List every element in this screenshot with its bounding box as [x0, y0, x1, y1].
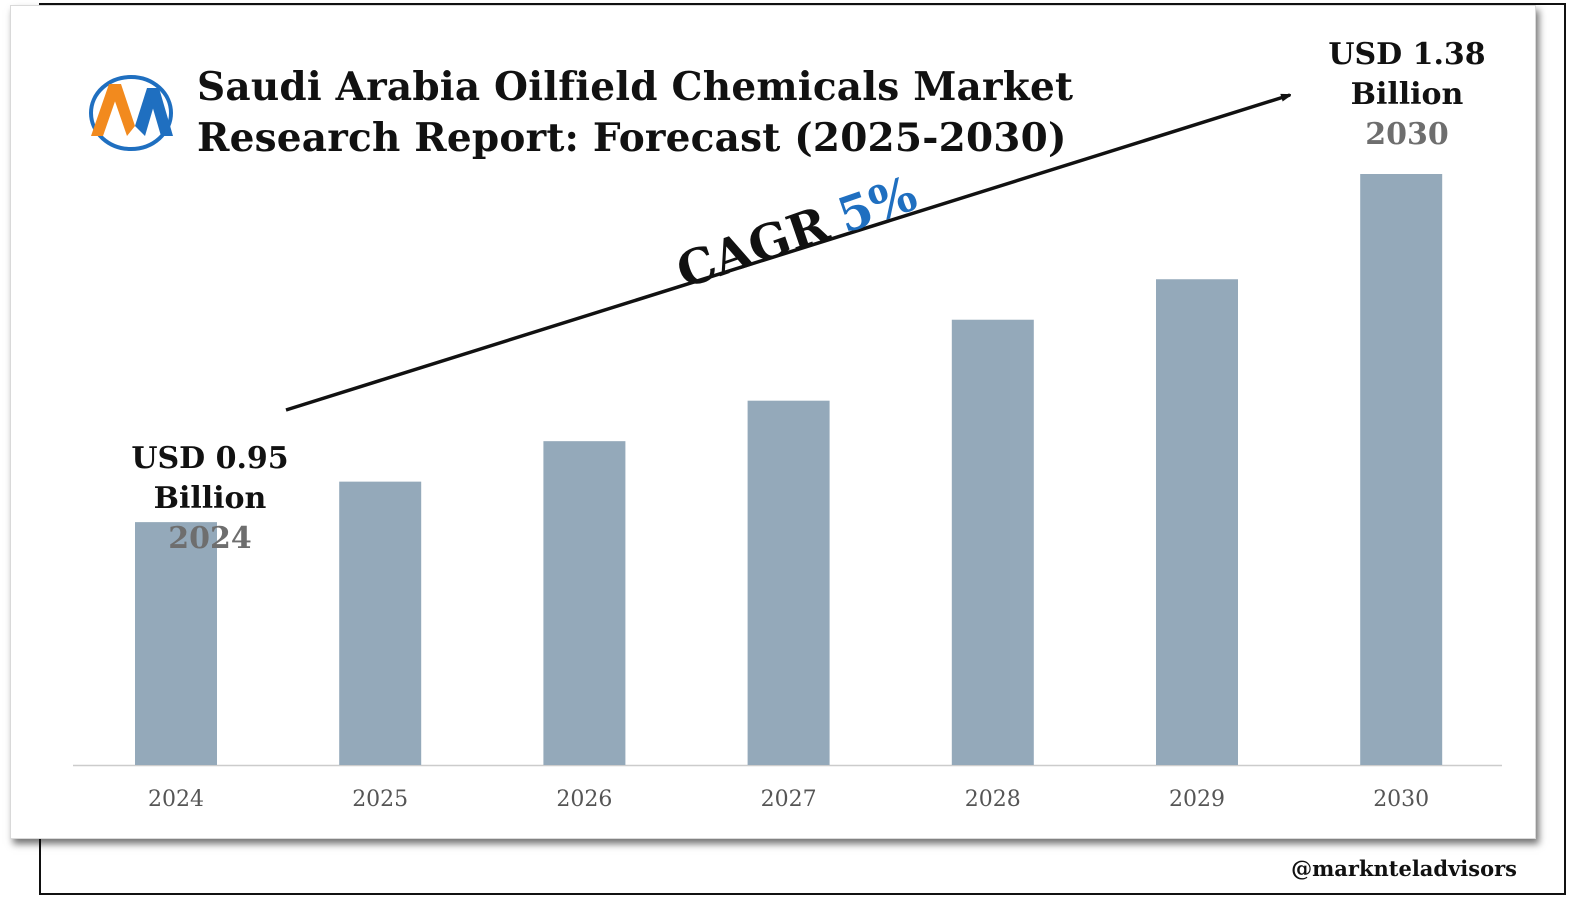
x-tick-label: 2030 [1373, 787, 1429, 812]
end-value-callout: USD 1.38 Billion 2030 [1312, 35, 1502, 155]
bar-2030 [1360, 174, 1443, 765]
x-tick-label: 2027 [761, 787, 817, 812]
chart-title-line1: Saudi Arabia Oilfield Chemicals Market [197, 64, 1074, 110]
x-tick-label: 2029 [1169, 787, 1225, 812]
chart-title: Saudi Arabia Oilfield Chemicals Market R… [197, 62, 1073, 164]
start-value-callout: USD 0.95 Billion 2024 [120, 439, 300, 559]
end-value: USD 1.38 [1328, 37, 1486, 72]
x-tick-label: 2024 [148, 787, 204, 812]
marknteladvisors-logo-icon [89, 75, 173, 151]
x-tick-label: 2028 [965, 787, 1021, 812]
end-year: 2030 [1365, 117, 1449, 152]
bar-2029 [1156, 279, 1238, 765]
start-value: USD 0.95 [131, 441, 289, 476]
bar-2026 [543, 441, 626, 765]
bar-2025 [339, 481, 422, 765]
bar-2027 [747, 400, 830, 765]
start-year: 2024 [168, 521, 252, 556]
x-tick-label: 2025 [352, 787, 408, 812]
chart-title-line2: Research Report: Forecast (2025-2030) [197, 115, 1067, 161]
end-unit: Billion [1350, 77, 1464, 112]
start-unit: Billion [153, 481, 267, 516]
bar-2024 [135, 522, 217, 765]
watermark: @marknteladvisors [1291, 856, 1517, 881]
trend-arrow [285, 93, 1290, 412]
bar-2028 [951, 319, 1034, 765]
x-tick-label: 2026 [556, 787, 612, 812]
